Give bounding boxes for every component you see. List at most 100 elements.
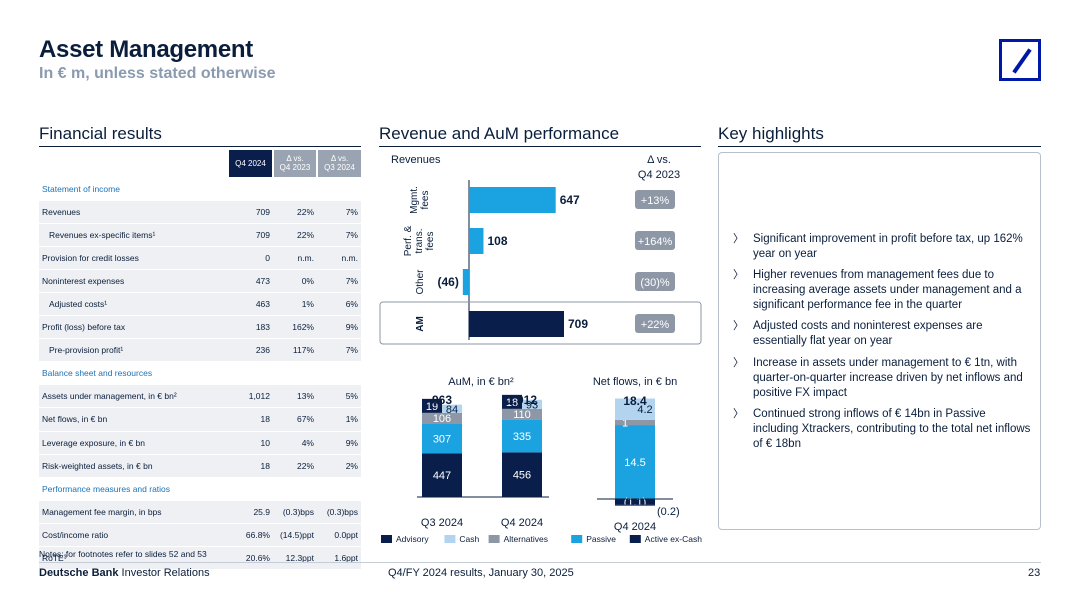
legend-label: Passive xyxy=(586,534,616,544)
divider xyxy=(718,146,1041,147)
cell-value: 1% xyxy=(317,407,361,432)
cell-value: 20.6% xyxy=(229,546,273,571)
cell-value: 66.8% xyxy=(229,523,273,548)
cell-value: 7% xyxy=(317,338,361,363)
row-label: Revenues ex-specific items¹ xyxy=(39,223,229,247)
cell-value: n.m. xyxy=(317,246,361,270)
delta-value: +164% xyxy=(638,236,673,248)
netflow-bar-segment xyxy=(615,419,655,426)
delta-pill xyxy=(635,190,675,209)
legend-label: Advisory xyxy=(396,534,429,544)
delta-header: Q4 2023 xyxy=(638,169,680,181)
highlight-text: Higher revenues from management fees due… xyxy=(753,269,1022,311)
table-body: Statement of income Revenues 709 22% 7% Reven… xyxy=(39,177,361,571)
table-section-row: Statement of income xyxy=(39,177,361,201)
x-tick-label: Q4 2024 xyxy=(501,517,543,529)
highlight-item: 〉 Adjusted costs and noninterest expenses… xyxy=(733,319,1033,349)
netflow-segment-label: 4.2 xyxy=(637,404,652,416)
legend-swatch xyxy=(629,535,641,543)
cell-value: 1.6ppt xyxy=(317,546,361,571)
row-label: Cost/income ratio xyxy=(39,523,229,548)
legend-swatch xyxy=(488,535,500,543)
aum-segment-label: 18 xyxy=(506,397,518,409)
revenue-value: (46) xyxy=(437,275,458,289)
x-tick-label: Q3 2024 xyxy=(421,517,463,529)
legend-label: Active ex-Cash xyxy=(645,534,702,544)
revenue-value: 108 xyxy=(487,234,507,248)
aum-bar-segment xyxy=(422,412,462,424)
page-number: 23 xyxy=(1028,567,1041,579)
aum-total-label: 1,012 xyxy=(507,393,537,407)
cell-value: 0.0ppt xyxy=(317,523,361,548)
cell-value: 0 xyxy=(229,246,273,270)
row-label: Pre-provision profit¹ xyxy=(39,338,229,363)
delta-value: (30)% xyxy=(640,277,670,289)
cell-value: 22% xyxy=(273,454,317,478)
category-label: Mgmt. xyxy=(409,186,420,214)
chevron-right-icon: 〉 xyxy=(733,320,744,332)
table-row: Noninterest expenses 473 0% 7% xyxy=(39,269,361,293)
am-highlight-box xyxy=(379,301,702,345)
cell-value: 117% xyxy=(273,338,317,363)
highlight-text: Adjusted costs and noninterest expenses … xyxy=(753,320,983,347)
x-tick-label: Q4 2024 xyxy=(614,521,656,533)
cell-value: 7% xyxy=(317,200,361,224)
netflow-segment-label: (0.2) xyxy=(657,506,680,518)
cell-value: 0% xyxy=(273,269,317,293)
netflow-total-label: 18.4 xyxy=(623,394,647,408)
revenue-value: 709 xyxy=(568,317,588,331)
brand-suffix: Investor Relations xyxy=(118,567,210,579)
legend-label: Cash xyxy=(459,534,479,544)
netflow-segment-label: (1.1) xyxy=(624,497,647,509)
aum-bar-segment xyxy=(502,452,542,497)
cell-value: 6% xyxy=(317,292,361,317)
table-row: Net flows, in € bn 18 67% 1% xyxy=(39,407,361,432)
highlight-text: Increase in assets under management to €… xyxy=(753,357,1023,399)
revenue-bar xyxy=(469,311,564,337)
cell-value: 162% xyxy=(273,315,317,340)
aum-segment-label: 93 xyxy=(526,399,538,411)
highlight-text: Significant improvement in profit before… xyxy=(753,233,1023,260)
delta-value: +13% xyxy=(641,195,670,207)
table-row: Profit (loss) before tax 183 162% 9% xyxy=(39,315,361,340)
cell-value: 9% xyxy=(317,431,361,455)
cell-value: 473 xyxy=(229,269,273,293)
deutsche-bank-logo-icon xyxy=(999,39,1041,81)
aum-bar-segment xyxy=(422,398,442,413)
aum-segment-label: 307 xyxy=(433,433,451,445)
chevron-right-icon: 〉 xyxy=(733,269,744,281)
table-row: Pre-provision profit¹ 236 117% 7% xyxy=(39,338,361,363)
netflows-chart-title: Net flows, in € bn xyxy=(593,376,677,388)
table-row: Revenues ex-specific items¹ 709 22% 7% xyxy=(39,223,361,247)
chevron-right-icon: 〉 xyxy=(733,408,744,420)
row-label: Leverage exposure, in € bn xyxy=(39,431,229,455)
cell-value: 1% xyxy=(273,292,317,317)
aum-bar-segment xyxy=(502,419,542,453)
netflow-bar-segment xyxy=(615,504,655,506)
table-section-row: Balance sheet and resources xyxy=(39,361,361,386)
cell-value: 13% xyxy=(273,384,317,409)
legend-swatch xyxy=(571,535,583,543)
aum-segment-label: 447 xyxy=(433,470,451,482)
cell-value: 5% xyxy=(317,384,361,409)
aum-bar-segment xyxy=(502,408,542,420)
section-label: Statement of income xyxy=(39,177,361,201)
row-label: Risk-weighted assets, in € bn xyxy=(39,454,229,478)
section-financial-results: Financial results xyxy=(39,124,162,143)
cell-value: 709 xyxy=(229,200,273,224)
financial-results-table: Q4 2024 Δ vs. Q4 2023 Δ vs. Q3 2024 Statem… xyxy=(39,150,361,571)
section-label: Balance sheet and resources xyxy=(39,361,361,386)
aum-bar-segment xyxy=(502,394,522,409)
revenue-value: 647 xyxy=(560,193,580,207)
section-revenue-aum: Revenue and AuM performance xyxy=(379,124,620,143)
brand-name: Deutsche Bank xyxy=(39,567,119,579)
footer-divider xyxy=(39,562,1041,563)
cell-value: (14.5)ppt xyxy=(273,523,317,548)
cell-value: 12.3ppt xyxy=(273,546,317,571)
revenue-bar xyxy=(469,228,484,254)
table-row: Assets under management, in € bn² 1,012 13… xyxy=(39,384,361,409)
chevron-right-icon: 〉 xyxy=(733,357,744,369)
table-row: Revenues 709 22% 7% xyxy=(39,200,361,224)
table-row: Adjusted costs¹ 463 1% 6% xyxy=(39,292,361,317)
